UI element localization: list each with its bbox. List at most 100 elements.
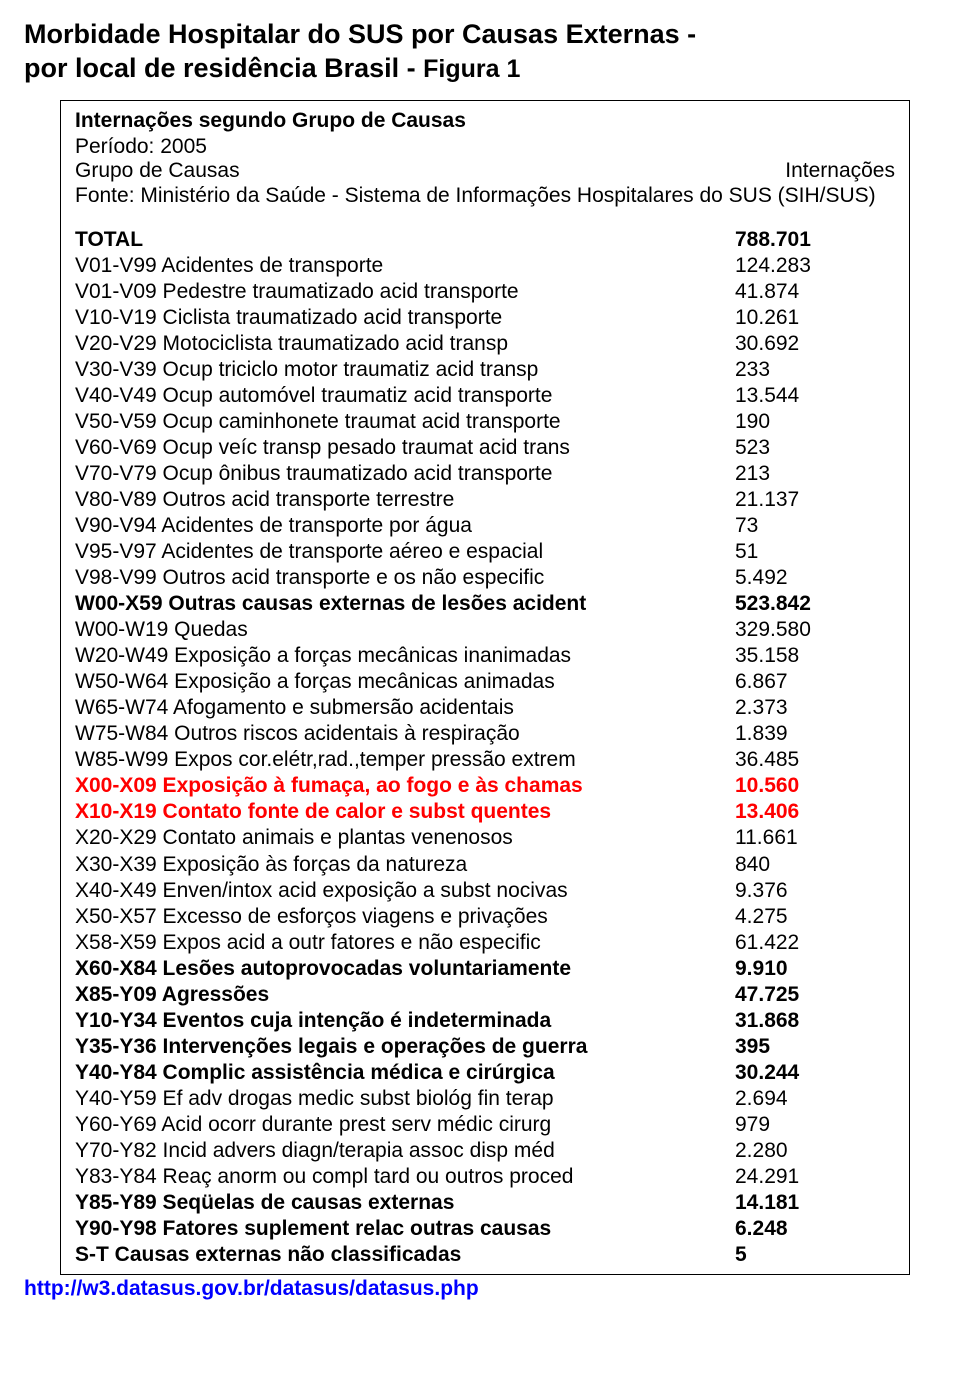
table-row: Y60-Y69 Acid ocorr durante prest serv mé…	[75, 1112, 895, 1138]
row-value: 2.694	[735, 1086, 885, 1112]
row-label: V70-V79 Ocup ônibus traumatizado acid tr…	[75, 461, 735, 487]
row-value: 24.291	[735, 1164, 885, 1190]
row-value: 30.244	[735, 1060, 885, 1086]
row-value: 41.874	[735, 279, 885, 305]
row-value: 51	[735, 539, 885, 565]
row-label: V90-V94 Acidentes de transporte por água	[75, 513, 735, 539]
table-row: W20-W49 Exposição a forças mecânicas ina…	[75, 643, 895, 669]
table-row: Y10-Y34 Eventos cuja intenção é indeterm…	[75, 1008, 895, 1034]
col-left: Grupo de Causas	[75, 159, 240, 183]
row-label: TOTAL	[75, 227, 735, 253]
row-label: V30-V39 Ocup triciclo motor traumatiz ac…	[75, 357, 735, 383]
row-value: 523	[735, 435, 885, 461]
table-row: Y40-Y59 Ef adv drogas medic subst biológ…	[75, 1086, 895, 1112]
row-label: W75-W84 Outros riscos acidentais à respi…	[75, 721, 735, 747]
periodo: Período: 2005	[75, 135, 895, 159]
row-label: X30-X39 Exposição às forças da natureza	[75, 852, 735, 878]
row-value: 13.544	[735, 383, 885, 409]
row-value: 36.485	[735, 747, 885, 773]
row-label: V60-V69 Ocup veíc transp pesado traumat …	[75, 435, 735, 461]
row-value: 9.910	[735, 956, 885, 982]
row-value: 6.867	[735, 669, 885, 695]
row-value: 233	[735, 357, 885, 383]
title-line2: por local de residência Brasil - Figura …	[24, 52, 936, 86]
table-row: V80-V89 Outros acid transporte terrestre…	[75, 487, 895, 513]
row-label: V98-V99 Outros acid transporte e os não …	[75, 565, 735, 591]
row-value: 11.661	[735, 825, 885, 851]
row-label: V01-V99 Acidentes de transporte	[75, 253, 735, 279]
row-value: 61.422	[735, 930, 885, 956]
row-value: 5.492	[735, 565, 885, 591]
table-row: W75-W84 Outros riscos acidentais à respi…	[75, 721, 895, 747]
row-label: V40-V49 Ocup automóvel traumatiz acid tr…	[75, 383, 735, 409]
table-row: W65-W74 Afogamento e submersão acidentai…	[75, 695, 895, 721]
title-box: Morbidade Hospitalar do SUS por Causas E…	[24, 18, 936, 86]
table-row: W00-W19 Quedas329.580	[75, 617, 895, 643]
table-row: V30-V39 Ocup triciclo motor traumatiz ac…	[75, 357, 895, 383]
row-label: V20-V29 Motociclista traumatizado acid t…	[75, 331, 735, 357]
row-value: 395	[735, 1034, 885, 1060]
row-value: 190	[735, 409, 885, 435]
table-row: V98-V99 Outros acid transporte e os não …	[75, 565, 895, 591]
row-label: Y85-Y89 Seqüelas de causas externas	[75, 1190, 735, 1216]
row-label: X40-X49 Enven/intox acid exposição a sub…	[75, 878, 735, 904]
table-row: X10-X19 Contato fonte de calor e subst q…	[75, 799, 895, 825]
row-value: 523.842	[735, 591, 885, 617]
row-value: 14.181	[735, 1190, 885, 1216]
fonte: Fonte: Ministério da Saúde - Sistema de …	[75, 183, 895, 209]
table-row: V10-V19 Ciclista traumatizado acid trans…	[75, 305, 895, 331]
row-label: Y70-Y82 Incid advers diagn/terapia assoc…	[75, 1138, 735, 1164]
columns-header: Grupo de Causas Internações	[75, 159, 895, 183]
row-label: W85-W99 Expos cor.elétr,rad.,temper pres…	[75, 747, 735, 773]
row-value: 1.839	[735, 721, 885, 747]
row-label: S-T Causas externas não classificadas	[75, 1242, 735, 1268]
row-label: Y10-Y34 Eventos cuja intenção é indeterm…	[75, 1008, 735, 1034]
row-label: W50-W64 Exposição a forças mecânicas ani…	[75, 669, 735, 695]
table-row: X20-X29 Contato animais e plantas veneno…	[75, 825, 895, 851]
row-label: X00-X09 Exposição à fumaça, ao fogo e às…	[75, 773, 735, 799]
content-box: Internações segundo Grupo de Causas Perí…	[60, 100, 910, 1276]
table-row: V60-V69 Ocup veíc transp pesado traumat …	[75, 435, 895, 461]
table-row: Y83-Y84 Reaç anorm ou compl tard ou outr…	[75, 1164, 895, 1190]
table-row: V20-V29 Motociclista traumatizado acid t…	[75, 331, 895, 357]
row-label: X10-X19 Contato fonte de calor e subst q…	[75, 799, 735, 825]
row-label: V01-V09 Pedestre traumatizado acid trans…	[75, 279, 735, 305]
row-value: 213	[735, 461, 885, 487]
row-label: Y35-Y36 Intervenções legais e operações …	[75, 1034, 735, 1060]
table-row: W85-W99 Expos cor.elétr,rad.,temper pres…	[75, 747, 895, 773]
row-value: 5	[735, 1242, 885, 1268]
row-label: Y40-Y84 Complic assistência médica e cir…	[75, 1060, 735, 1086]
row-value: 124.283	[735, 253, 885, 279]
row-label: V80-V89 Outros acid transporte terrestre	[75, 487, 735, 513]
source-link[interactable]: http://w3.datasus.gov.br/datasus/datasus…	[24, 1277, 936, 1301]
row-value: 2.373	[735, 695, 885, 721]
row-value: 840	[735, 852, 885, 878]
row-value: 2.280	[735, 1138, 885, 1164]
col-right: Internações	[785, 159, 895, 183]
table-row: TOTAL788.701	[75, 227, 895, 253]
row-value: 31.868	[735, 1008, 885, 1034]
periodo-value: 2005	[160, 135, 207, 158]
row-value: 35.158	[735, 643, 885, 669]
row-label: V10-V19 Ciclista traumatizado acid trans…	[75, 305, 735, 331]
table-row: Y35-Y36 Intervenções legais e operações …	[75, 1034, 895, 1060]
row-label: W00-X59 Outras causas externas de lesões…	[75, 591, 735, 617]
page: Morbidade Hospitalar do SUS por Causas E…	[0, 0, 960, 1311]
row-label: W00-W19 Quedas	[75, 617, 735, 643]
row-label: X85-Y09 Agressões	[75, 982, 735, 1008]
row-value: 21.137	[735, 487, 885, 513]
subtitle: Internações segundo Grupo de Causas	[75, 109, 895, 133]
row-label: Y60-Y69 Acid ocorr durante prest serv mé…	[75, 1112, 735, 1138]
table-row: V40-V49 Ocup automóvel traumatiz acid tr…	[75, 383, 895, 409]
row-value: 73	[735, 513, 885, 539]
row-value: 30.692	[735, 331, 885, 357]
table-row: S-T Causas externas não classificadas5	[75, 1242, 895, 1268]
table-row: X50-X57 Excesso de esforços viagens e pr…	[75, 904, 895, 930]
table-row: Y85-Y89 Seqüelas de causas externas14.18…	[75, 1190, 895, 1216]
table-row: V95-V97 Acidentes de transporte aéreo e …	[75, 539, 895, 565]
row-label: X60-X84 Lesões autoprovocadas voluntaria…	[75, 956, 735, 982]
periodo-label: Período:	[75, 135, 154, 158]
row-value: 13.406	[735, 799, 885, 825]
row-value: 10.261	[735, 305, 885, 331]
row-value: 329.580	[735, 617, 885, 643]
